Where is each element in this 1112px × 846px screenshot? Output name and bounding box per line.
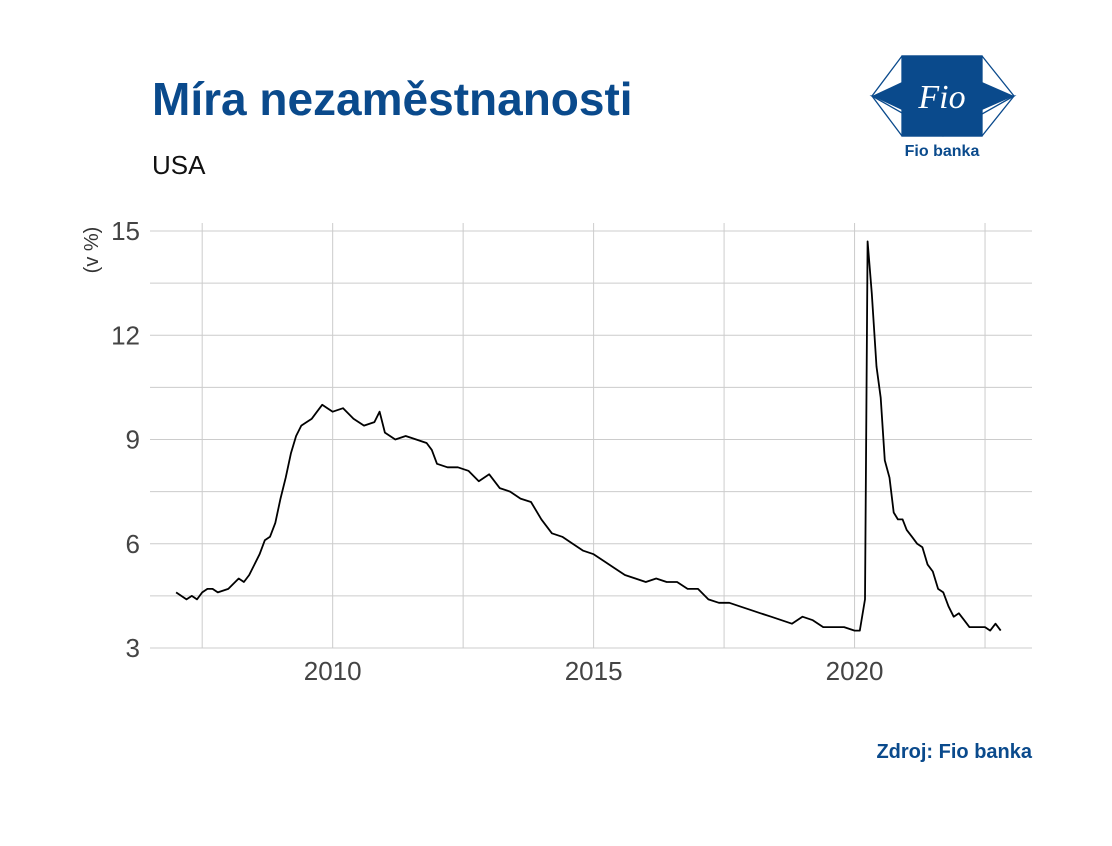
series-lines — [175, 240, 1002, 632]
x-axis-ticks: 2010 2015 2020 — [304, 656, 884, 686]
source-note: Zdroj: Fio banka — [876, 741, 1032, 763]
fio-mark-icon — [869, 55, 1017, 137]
logo-caption: Fio banka — [905, 143, 980, 160]
x-tick-label: 2020 — [826, 656, 884, 686]
y-axis-label: (v %) — [81, 227, 103, 274]
chart-title: Míra nezaměstnanosti — [152, 73, 633, 125]
x-tick-label: 2015 — [565, 656, 623, 686]
y-tick-label: 9 — [126, 425, 140, 455]
chart-subtitle: USA — [152, 150, 206, 180]
y-tick-label: 6 — [126, 529, 140, 559]
y-axis-ticks: 3 6 9 12 15 — [111, 216, 140, 663]
chart-grid — [150, 223, 1032, 649]
unemployment-series-line — [175, 240, 1002, 632]
y-tick-label: 15 — [111, 216, 140, 246]
fio-banka-logo: Fio Fio banka — [869, 55, 1017, 160]
y-tick-label: 3 — [126, 633, 140, 663]
x-tick-label: 2010 — [304, 656, 362, 686]
logo-mark-text: Fio — [917, 79, 965, 116]
y-tick-label: 12 — [111, 320, 140, 350]
